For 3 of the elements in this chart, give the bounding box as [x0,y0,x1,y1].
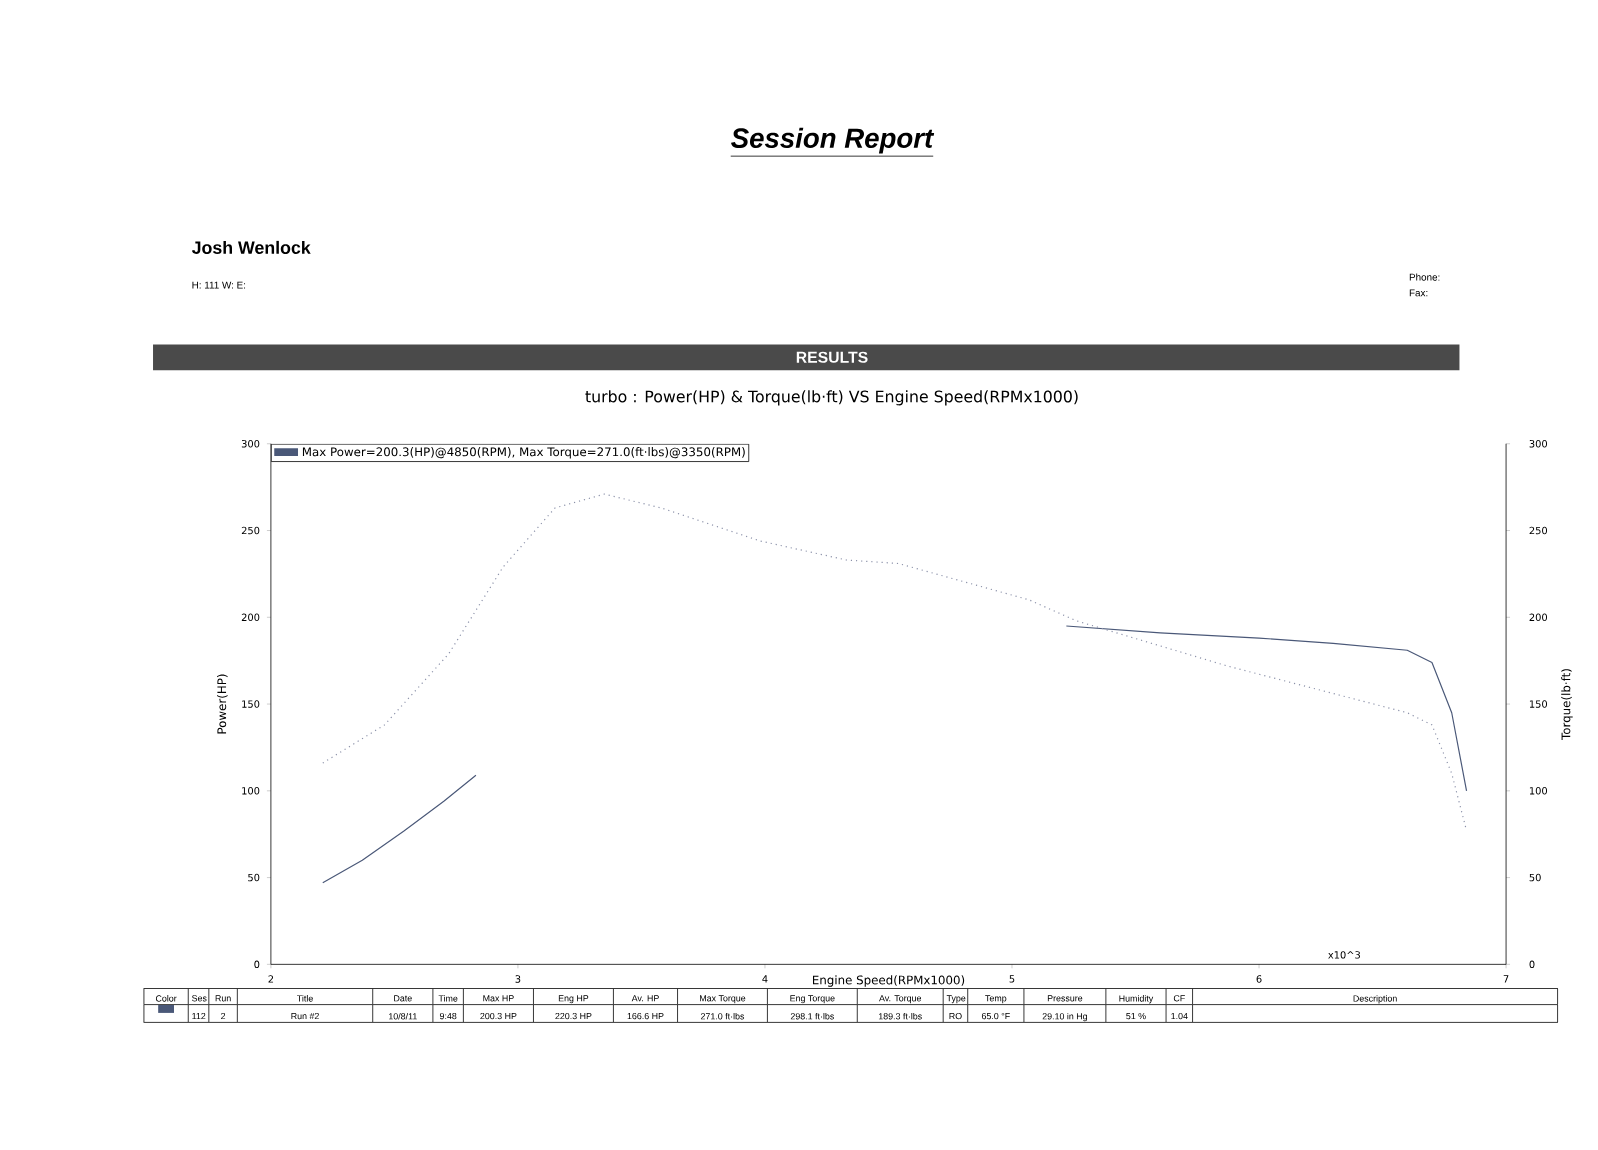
line-series [322,493,1468,832]
text: Josh Wenlock [191,240,311,254]
text: Session Report [731,127,935,154]
